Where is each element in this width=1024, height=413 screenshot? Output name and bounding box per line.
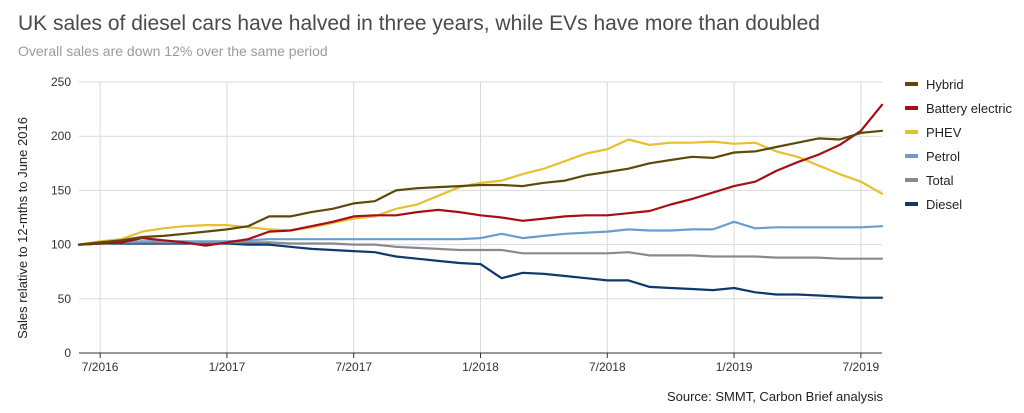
legend-swatch <box>905 178 918 182</box>
series-line-petrol <box>77 220 884 246</box>
legend-swatch <box>905 82 918 86</box>
source-note: Source: SMMT, Carbon Brief analysis <box>666 389 883 404</box>
chart-subtitle: Overall sales are down 12% over the same… <box>18 43 328 59</box>
axes: 0 50 100 150 200 250 7/2016 1/2017 7/2017 1/2018 7… <box>51 75 882 374</box>
legend-item-battery-electric: Battery electric <box>905 96 1012 120</box>
legend-swatch <box>905 202 918 206</box>
x-tick-label: 1/2017 <box>209 360 246 374</box>
series-line-phev <box>77 138 884 246</box>
legend-item-hybrid: Hybrid <box>905 72 1012 96</box>
legend-item-diesel: Diesel <box>905 192 1012 216</box>
x-tick-label: 7/2017 <box>335 360 372 374</box>
legend-label: Battery electric <box>926 100 1012 116</box>
y-tick-label: 100 <box>51 238 71 252</box>
y-axis-label: Sales relative to 12-mths to June 2016 <box>15 117 30 339</box>
chart-title: UK sales of diesel cars have halved in t… <box>18 12 820 35</box>
legend-label: Diesel <box>926 196 963 212</box>
x-tick-label: 1/2019 <box>716 360 753 374</box>
legend-label: PHEV <box>926 124 962 140</box>
series-line-hybrid <box>77 129 884 246</box>
legend-label: Petrol <box>926 148 960 164</box>
legend: Hybrid Battery electric PHEV Petrol Total Die… <box>905 72 1012 216</box>
legend-item-total: Total <box>905 168 1012 192</box>
x-tick-label: 1/2018 <box>462 360 499 374</box>
y-tick-label: 150 <box>51 183 71 197</box>
x-tick-label: 7/2018 <box>589 360 626 374</box>
legend-swatch <box>905 154 918 158</box>
legend-label: Hybrid <box>926 76 964 92</box>
y-tick-label: 50 <box>58 292 72 306</box>
y-tick-label: 250 <box>51 75 71 89</box>
y-tick-label: 200 <box>51 129 71 143</box>
x-tick-label: 7/2019 <box>843 360 880 374</box>
y-tick-label: 0 <box>64 346 71 360</box>
legend-item-phev: PHEV <box>905 120 1012 144</box>
series <box>77 103 884 299</box>
legend-item-petrol: Petrol <box>905 144 1012 168</box>
grid <box>79 81 882 353</box>
legend-label: Total <box>926 172 954 188</box>
series-line-battery-electric <box>77 103 884 247</box>
x-tick-label: 7/2016 <box>82 360 119 374</box>
legend-swatch <box>905 130 918 134</box>
legend-swatch <box>905 106 918 110</box>
